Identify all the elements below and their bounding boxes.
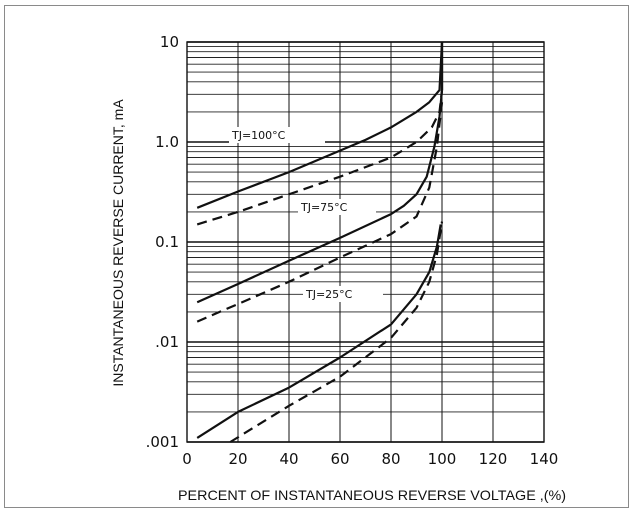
curve-label-bg bbox=[298, 199, 376, 215]
x-tick-label: 120 bbox=[479, 450, 508, 468]
x-tick-label: 140 bbox=[530, 450, 559, 468]
chart-frame bbox=[4, 5, 629, 508]
y-axis-title: INSTANTANEOUS REVERSE CURRENT, mA bbox=[110, 99, 126, 387]
series-line-solid-0 bbox=[196, 41, 444, 209]
curve-label-bg bbox=[229, 127, 325, 143]
curve-label-0: TJ=100°C bbox=[231, 129, 286, 142]
series-line-dashed-5 bbox=[229, 221, 444, 443]
curve-label-2: TJ=25°C bbox=[305, 288, 353, 301]
series-line-solid-4 bbox=[196, 224, 442, 439]
curve-label-1: TJ=75°C bbox=[300, 201, 348, 214]
x-tick-label: 100 bbox=[428, 450, 457, 468]
minor-grid bbox=[187, 46, 544, 413]
y-tick-label: 1.0 bbox=[155, 133, 179, 151]
curve-label-bg bbox=[303, 286, 383, 302]
y-tick-label: .001 bbox=[146, 433, 179, 451]
series-line-dashed-3 bbox=[196, 102, 444, 323]
x-tick-label: 40 bbox=[279, 450, 298, 468]
y-tick-label: .01 bbox=[155, 333, 179, 351]
x-tick-label: 20 bbox=[228, 450, 247, 468]
series-line-solid-2 bbox=[196, 89, 444, 304]
y-tick-label: 0.1 bbox=[155, 233, 179, 251]
curve-labels: TJ=100°C TJ=75°C TJ=25°C bbox=[229, 127, 383, 302]
x-tick-label: 80 bbox=[381, 450, 400, 468]
x-axis-title: PERCENT OF INSTANTANEOUS REVERSE VOLTAGE… bbox=[178, 487, 566, 503]
y-tick-label: 10 bbox=[160, 33, 179, 51]
x-tick-label: 60 bbox=[330, 450, 349, 468]
x-tick-label: 0 bbox=[182, 450, 192, 468]
curves bbox=[196, 41, 444, 443]
plot-border bbox=[186, 41, 545, 443]
